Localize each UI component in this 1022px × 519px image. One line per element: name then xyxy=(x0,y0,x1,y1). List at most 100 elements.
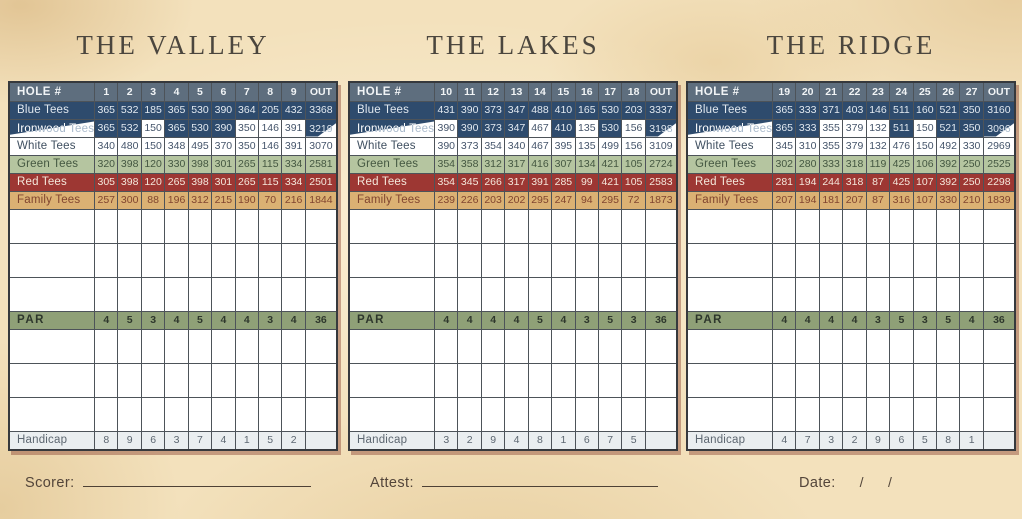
score-entry-cell[interactable] xyxy=(598,362,623,398)
score-entry-cell[interactable] xyxy=(480,328,506,364)
score-entry-cell[interactable] xyxy=(818,276,844,312)
score-entry-cell[interactable] xyxy=(598,276,623,312)
score-entry-cell[interactable] xyxy=(211,362,236,398)
score-entry-cell[interactable] xyxy=(936,362,961,398)
score-entry-name-cell[interactable] xyxy=(686,362,774,398)
score-entry-cell[interactable] xyxy=(117,208,142,244)
score-entry-cell[interactable] xyxy=(187,362,213,398)
score-entry-out-cell[interactable] xyxy=(982,396,1016,432)
score-entry-cell[interactable] xyxy=(772,208,797,244)
score-entry-cell[interactable] xyxy=(795,396,820,432)
score-entry-out-cell[interactable] xyxy=(644,208,678,244)
score-entry-cell[interactable] xyxy=(211,396,236,432)
score-entry-cell[interactable] xyxy=(281,396,306,432)
score-entry-name-cell[interactable] xyxy=(686,242,774,278)
score-entry-cell[interactable] xyxy=(187,208,213,244)
score-entry-cell[interactable] xyxy=(936,242,961,278)
score-entry-cell[interactable] xyxy=(598,242,623,278)
score-entry-cell[interactable] xyxy=(94,276,119,312)
score-entry-name-cell[interactable] xyxy=(8,208,96,244)
score-entry-cell[interactable] xyxy=(959,328,984,364)
score-entry-cell[interactable] xyxy=(959,208,984,244)
score-entry-cell[interactable] xyxy=(889,328,914,364)
score-entry-cell[interactable] xyxy=(140,328,166,364)
score-entry-cell[interactable] xyxy=(527,362,553,398)
score-entry-cell[interactable] xyxy=(912,328,938,364)
score-entry-cell[interactable] xyxy=(117,276,142,312)
score-entry-cell[interactable] xyxy=(842,242,867,278)
score-entry-cell[interactable] xyxy=(117,362,142,398)
score-entry-cell[interactable] xyxy=(621,328,646,364)
score-entry-cell[interactable] xyxy=(258,328,283,364)
score-entry-cell[interactable] xyxy=(457,208,482,244)
score-entry-cell[interactable] xyxy=(434,328,459,364)
score-entry-cell[interactable] xyxy=(574,208,600,244)
score-entry-cell[interactable] xyxy=(959,276,984,312)
score-entry-cell[interactable] xyxy=(865,362,891,398)
score-entry-cell[interactable] xyxy=(574,362,600,398)
score-entry-cell[interactable] xyxy=(94,242,119,278)
score-entry-cell[interactable] xyxy=(889,242,914,278)
score-entry-cell[interactable] xyxy=(889,396,914,432)
score-entry-cell[interactable] xyxy=(527,396,553,432)
score-entry-cell[interactable] xyxy=(574,242,600,278)
score-entry-cell[interactable] xyxy=(457,396,482,432)
score-entry-cell[interactable] xyxy=(164,276,189,312)
score-entry-name-cell[interactable] xyxy=(686,396,774,432)
score-entry-cell[interactable] xyxy=(842,362,867,398)
score-entry-cell[interactable] xyxy=(504,242,529,278)
score-entry-cell[interactable] xyxy=(258,396,283,432)
score-entry-cell[interactable] xyxy=(234,362,260,398)
score-entry-out-cell[interactable] xyxy=(304,242,338,278)
score-entry-cell[interactable] xyxy=(504,208,529,244)
score-entry-cell[interactable] xyxy=(772,396,797,432)
score-entry-cell[interactable] xyxy=(117,328,142,364)
score-entry-cell[interactable] xyxy=(936,396,961,432)
score-entry-cell[interactable] xyxy=(281,362,306,398)
score-entry-out-cell[interactable] xyxy=(982,208,1016,244)
score-entry-cell[interactable] xyxy=(795,242,820,278)
score-entry-cell[interactable] xyxy=(889,362,914,398)
score-entry-cell[interactable] xyxy=(480,396,506,432)
score-entry-cell[interactable] xyxy=(959,396,984,432)
score-entry-cell[interactable] xyxy=(936,276,961,312)
score-entry-cell[interactable] xyxy=(621,242,646,278)
score-entry-cell[interactable] xyxy=(551,362,576,398)
score-entry-cell[interactable] xyxy=(504,328,529,364)
score-entry-cell[interactable] xyxy=(818,208,844,244)
score-entry-out-cell[interactable] xyxy=(644,276,678,312)
score-entry-cell[interactable] xyxy=(959,242,984,278)
score-entry-cell[interactable] xyxy=(551,396,576,432)
score-entry-out-cell[interactable] xyxy=(982,276,1016,312)
score-entry-cell[interactable] xyxy=(936,328,961,364)
score-entry-cell[interactable] xyxy=(574,276,600,312)
score-entry-cell[interactable] xyxy=(621,362,646,398)
score-entry-name-cell[interactable] xyxy=(8,242,96,278)
score-entry-cell[interactable] xyxy=(842,396,867,432)
attest-signature-line[interactable] xyxy=(421,474,658,487)
score-entry-cell[interactable] xyxy=(234,328,260,364)
score-entry-cell[interactable] xyxy=(234,396,260,432)
score-entry-cell[interactable] xyxy=(140,396,166,432)
score-entry-out-cell[interactable] xyxy=(644,396,678,432)
score-entry-cell[interactable] xyxy=(480,208,506,244)
score-entry-name-cell[interactable] xyxy=(686,276,774,312)
score-entry-cell[interactable] xyxy=(258,242,283,278)
score-entry-cell[interactable] xyxy=(889,276,914,312)
score-entry-cell[interactable] xyxy=(865,242,891,278)
score-entry-cell[interactable] xyxy=(621,208,646,244)
score-entry-out-cell[interactable] xyxy=(304,276,338,312)
score-entry-cell[interactable] xyxy=(772,362,797,398)
score-entry-cell[interactable] xyxy=(480,362,506,398)
score-entry-cell[interactable] xyxy=(164,396,189,432)
score-entry-cell[interactable] xyxy=(94,328,119,364)
score-entry-cell[interactable] xyxy=(164,208,189,244)
score-entry-name-cell[interactable] xyxy=(8,328,96,364)
score-entry-cell[interactable] xyxy=(457,362,482,398)
score-entry-cell[interactable] xyxy=(842,276,867,312)
score-entry-cell[interactable] xyxy=(795,208,820,244)
score-entry-cell[interactable] xyxy=(434,362,459,398)
score-entry-cell[interactable] xyxy=(117,242,142,278)
score-entry-cell[interactable] xyxy=(912,242,938,278)
score-entry-cell[interactable] xyxy=(527,242,553,278)
